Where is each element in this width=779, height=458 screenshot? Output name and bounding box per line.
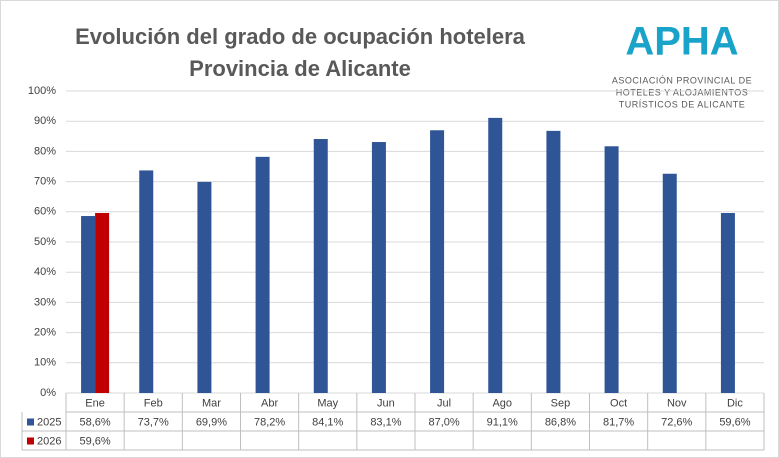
bar	[430, 130, 445, 393]
value-label: 83,1%	[370, 416, 401, 428]
x-tick-label: Abr	[261, 397, 278, 409]
value-label: 59,6%	[79, 435, 110, 447]
chart-title: Evolución del grado de ocupación hoteler…	[75, 24, 526, 49]
y-tick-label: 60%	[34, 206, 56, 218]
x-tick-label: Oct	[610, 397, 627, 409]
bar	[371, 142, 386, 393]
x-tick-label: Ago	[492, 397, 512, 409]
bar	[604, 146, 619, 393]
y-tick-label: 20%	[34, 327, 56, 339]
x-tick-label: Nov	[667, 397, 687, 409]
logo-line: ASOCIACIÓN PROVINCIAL DE	[612, 75, 752, 85]
value-label: 87,0%	[428, 416, 459, 428]
bar	[662, 173, 677, 393]
chart-subtitle: Provincia de Alicante	[189, 56, 411, 81]
value-label: 58,6%	[79, 416, 110, 428]
bar	[139, 170, 154, 393]
x-tick-label: Dic	[727, 397, 743, 409]
bar	[81, 216, 96, 393]
y-tick-label: 0%	[40, 387, 56, 399]
logo: APHA	[625, 20, 738, 64]
value-label: 72,6%	[661, 416, 692, 428]
x-tick-label: Feb	[144, 397, 163, 409]
x-tick-label: Jul	[437, 397, 451, 409]
value-label: 81,7%	[603, 416, 634, 428]
bar	[95, 213, 110, 393]
bar	[488, 117, 503, 394]
logo-line: TURÍSTICOS DE ALICANTE	[619, 99, 746, 109]
legend-swatch	[27, 418, 34, 426]
value-label: 86,8%	[545, 416, 576, 428]
y-tick-label: 70%	[34, 176, 56, 188]
x-tick-label: Sep	[551, 397, 571, 409]
value-label: 78,2%	[254, 416, 285, 428]
x-tick-label: Jun	[377, 397, 395, 409]
bar	[313, 139, 328, 393]
value-label: 73,7%	[138, 416, 169, 428]
bar	[720, 213, 735, 393]
y-tick-label: 50%	[34, 236, 56, 248]
y-tick-label: 100%	[28, 85, 56, 97]
y-tick-label: 40%	[34, 266, 56, 278]
value-label: 84,1%	[312, 416, 343, 428]
legend-swatch	[27, 437, 34, 445]
bar	[197, 181, 212, 393]
bar	[546, 130, 561, 393]
y-tick-label: 90%	[34, 115, 56, 127]
y-tick-label: 30%	[34, 296, 56, 308]
legend-label: 2025	[37, 416, 61, 428]
value-label: 91,1%	[487, 416, 518, 428]
y-tick-label: 10%	[34, 357, 56, 369]
logo-line: HOTELES Y ALOJAMIENTOS	[616, 87, 749, 97]
x-tick-label: Mar	[202, 397, 221, 409]
bar	[255, 156, 270, 393]
value-label: 69,9%	[196, 416, 227, 428]
y-tick-label: 80%	[34, 145, 56, 157]
legend-label: 2026	[37, 435, 61, 447]
x-tick-label: Ene	[85, 397, 105, 409]
x-tick-label: May	[317, 397, 338, 409]
value-label: 59,6%	[719, 416, 750, 428]
